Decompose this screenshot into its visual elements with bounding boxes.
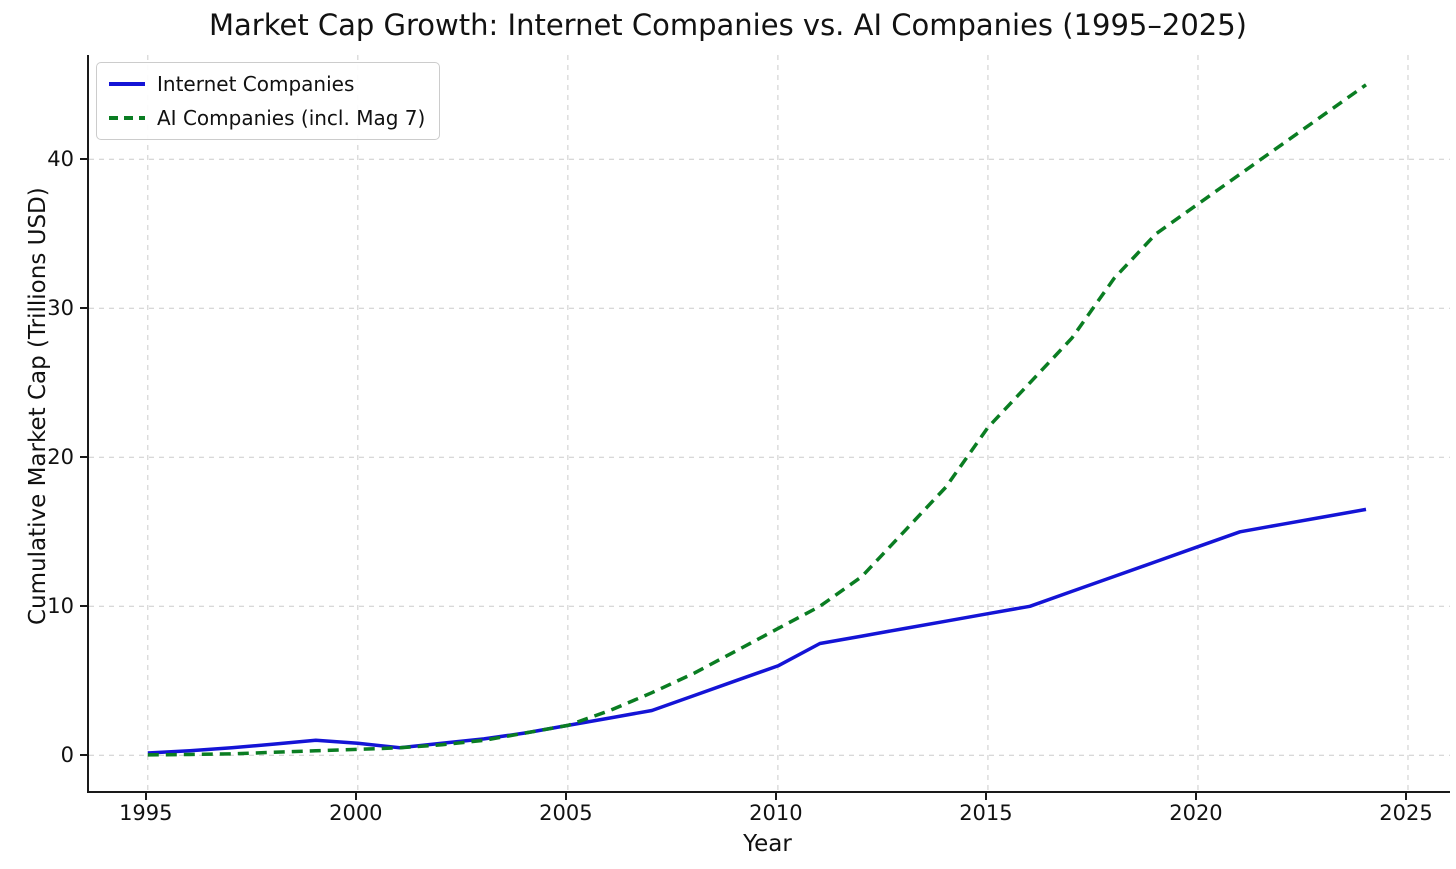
y-axis-label: Cumulative Market Cap (Trillions USD) <box>25 187 51 625</box>
legend-swatch-ai-line <box>109 116 145 120</box>
plot-area <box>87 55 1450 793</box>
y-tick-mark <box>80 158 87 161</box>
legend-label-ai: AI Companies (incl. Mag 7) <box>157 106 426 130</box>
x-tick-label: 1995 <box>119 801 173 825</box>
legend-item-internet: Internet Companies <box>109 72 425 96</box>
legend: Internet Companies AI Companies (incl. M… <box>96 62 441 140</box>
y-tick-label: 20 <box>47 445 74 470</box>
x-tick-mark <box>144 793 147 800</box>
y-tick-mark <box>80 605 87 608</box>
legend-item-ai: AI Companies (incl. Mag 7) <box>109 106 425 130</box>
y-tick-label: 30 <box>47 296 74 321</box>
series-line-ai <box>147 83 1368 757</box>
x-tick-mark <box>984 793 987 800</box>
y-tick-mark <box>80 307 87 310</box>
x-tick-label: 2010 <box>749 801 803 825</box>
x-tick-mark <box>564 793 567 800</box>
series-line-internet <box>147 507 1367 755</box>
x-tick-label: 2015 <box>959 801 1013 825</box>
legend-label-internet: Internet Companies <box>157 72 355 96</box>
y-tick-mark <box>80 456 87 459</box>
y-tick-label: 10 <box>47 594 74 619</box>
x-tick-mark <box>354 793 357 800</box>
x-tick-mark <box>774 793 777 800</box>
x-tick-mark <box>1194 793 1197 800</box>
x-tick-label: 2020 <box>1169 801 1223 825</box>
y-tick-mark <box>80 754 87 757</box>
x-tick-label: 2025 <box>1379 801 1433 825</box>
x-axis-label: Year <box>743 831 792 857</box>
chart-title: Market Cap Growth: Internet Companies vs… <box>209 8 1247 42</box>
x-tick-label: 2000 <box>329 801 383 825</box>
x-tick-mark <box>1404 793 1407 800</box>
legend-swatch-internet-line <box>109 82 145 86</box>
y-tick-label: 0 <box>60 743 74 768</box>
plot-canvas <box>89 55 1450 791</box>
y-tick-label: 40 <box>47 147 74 172</box>
x-tick-label: 2005 <box>539 801 593 825</box>
